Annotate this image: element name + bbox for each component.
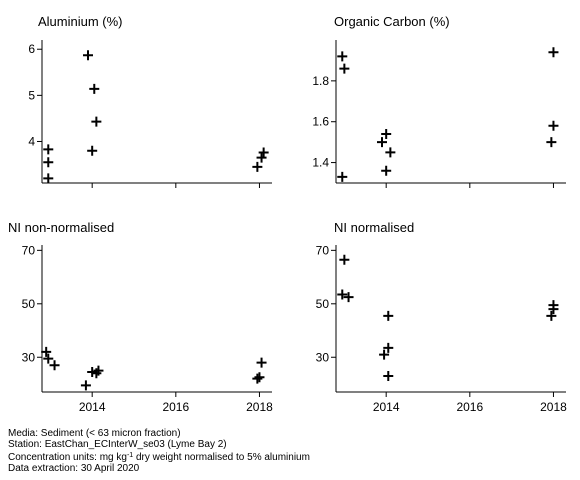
data-point [43, 157, 54, 168]
y-tick-label: 50 [22, 297, 36, 311]
footer-units: Concentration units: mg kg-1 dry weight … [8, 450, 310, 463]
panel-title: Aluminium (%) [38, 14, 123, 29]
y-tick-label: 5 [28, 88, 35, 102]
y-tick-label: 70 [22, 243, 36, 257]
y-tick-label: 1.8 [312, 74, 329, 88]
data-point [548, 47, 559, 58]
data-point [258, 147, 269, 158]
scatter-panels: Aluminium (%) 4 5 6 Organic Carbon (%) 1.4 1.6… [8, 14, 567, 414]
data-point [252, 161, 263, 172]
data-point [41, 346, 52, 357]
footer-station: Station: EastChan_ECInterW_se03 (Lyme Ba… [8, 439, 227, 450]
data-point [91, 116, 102, 127]
y-tick-label: 4 [28, 134, 35, 148]
data-point [381, 128, 392, 139]
data-point [256, 357, 267, 368]
data-point [87, 145, 98, 156]
data-point [91, 368, 102, 379]
data-point [43, 173, 54, 184]
data-point [337, 171, 348, 182]
x-tick-label: 2016 [162, 400, 189, 414]
x-tick-label: 2018 [540, 400, 567, 414]
data-point [379, 349, 390, 360]
data-point [383, 342, 394, 353]
footer-units-superscript: -1 [126, 452, 134, 459]
footer-notes: Media: Sediment (< 63 micron fraction) S… [8, 428, 310, 474]
data-point [339, 63, 350, 74]
data-point [548, 120, 559, 131]
y-tick-label: 70 [316, 243, 330, 257]
data-point [43, 144, 54, 155]
footer-units-suffix: dry weight normalised to 5% aluminium [133, 452, 310, 463]
y-tick-label: 30 [316, 350, 330, 364]
y-tick-label: 30 [22, 350, 36, 364]
data-point [381, 165, 392, 176]
data-point [377, 137, 387, 148]
footer-units-prefix: Concentration units: mg kg [8, 452, 127, 463]
data-point [252, 373, 263, 384]
data-point [383, 310, 394, 321]
panel-title: Organic Carbon (%) [334, 14, 450, 29]
data-point [548, 304, 559, 315]
footer-extraction: Data extraction: 30 April 2020 [8, 463, 140, 474]
data-point [385, 147, 396, 158]
x-tick-label: 2014 [79, 400, 106, 414]
y-tick-label: 6 [28, 42, 35, 56]
data-point [43, 353, 54, 364]
data-point [254, 372, 265, 383]
x-tick-label: 2016 [456, 400, 483, 414]
panel-title: NI non-normalised [8, 220, 114, 235]
footer-media: Media: Sediment (< 63 micron fraction) [8, 428, 181, 439]
x-tick-label: 2014 [373, 400, 400, 414]
y-tick-label: 50 [316, 297, 330, 311]
data-point [83, 50, 93, 61]
data-point [89, 83, 100, 94]
data-point [343, 292, 354, 303]
data-point [383, 370, 394, 381]
data-point [337, 289, 348, 300]
data-point [339, 254, 350, 265]
data-point [546, 310, 557, 321]
y-tick-label: 1.4 [312, 156, 329, 170]
data-point [49, 360, 60, 371]
panel-title: NI normalised [334, 220, 414, 235]
data-point [256, 152, 267, 163]
data-point [546, 137, 557, 148]
data-point [80, 380, 91, 391]
y-tick-label: 1.6 [312, 115, 329, 129]
x-tick-label: 2018 [246, 400, 273, 414]
data-point [337, 51, 348, 62]
